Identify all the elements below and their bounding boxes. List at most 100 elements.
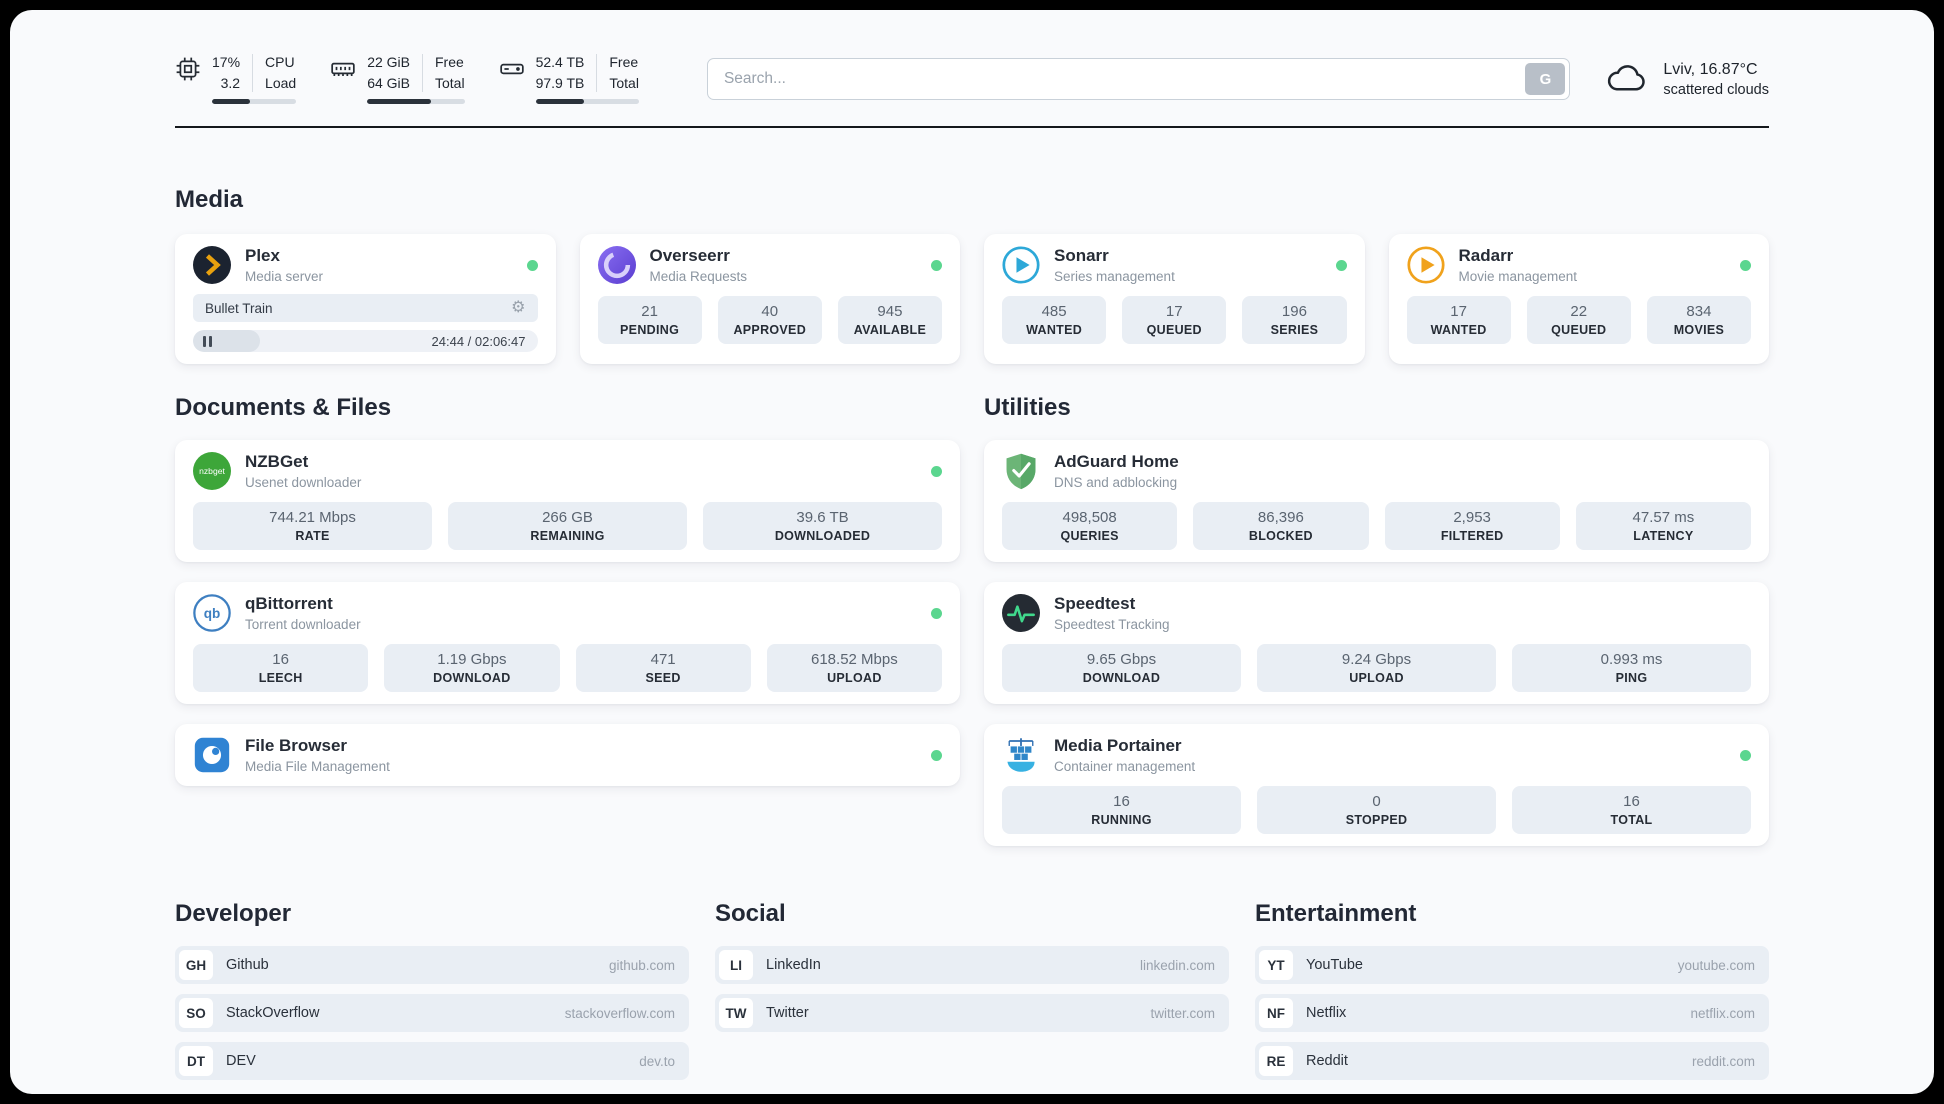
portainer-icon bbox=[1002, 736, 1040, 774]
ram-progress-bar bbox=[367, 99, 465, 104]
status-online-dot bbox=[931, 259, 942, 271]
stat-label: QUERIES bbox=[1060, 529, 1119, 543]
stats-row: 21 PENDING 40 APPROVED 945 AVAILABLE bbox=[597, 296, 943, 344]
stat-box: 834 MOVIES bbox=[1646, 296, 1752, 344]
playback-time: 24:44 / 02:06:47 bbox=[431, 333, 526, 349]
bookmarks-entertainment: Entertainment YT YouTube youtube.com NF … bbox=[1255, 900, 1769, 1090]
stat-label: SERIES bbox=[1270, 323, 1319, 337]
bookmark-github[interactable]: GH Github github.com bbox=[175, 946, 689, 984]
weather-condition: scattered clouds bbox=[1663, 81, 1769, 98]
bookmark-dev[interactable]: DT DEV dev.to bbox=[175, 1042, 689, 1080]
pause-icon[interactable] bbox=[203, 335, 212, 347]
plex-icon bbox=[193, 246, 231, 284]
stat-label: DOWNLOAD bbox=[433, 671, 511, 685]
stat-box: 86,396 BLOCKED bbox=[1193, 502, 1369, 550]
stat-box: 16 TOTAL bbox=[1512, 786, 1751, 834]
bookmark-linkedin[interactable]: LI LinkedIn linkedin.com bbox=[715, 946, 1229, 984]
app-card-portainer[interactable]: Media Portainer Container management 16 … bbox=[984, 724, 1769, 846]
bookmark-abbr: DT bbox=[179, 1046, 213, 1076]
stat-box: 47.57 ms LATENCY bbox=[1575, 502, 1751, 550]
cpu-progress-fill bbox=[212, 99, 250, 104]
app-subtitle: Media Requests bbox=[649, 269, 748, 284]
stats-row: 9.65 Gbps DOWNLOAD 9.24 Gbps UPLOAD 0.99… bbox=[1002, 644, 1751, 692]
bookmark-url: linkedin.com bbox=[1139, 957, 1215, 973]
bookmarks-social: Social LI LinkedIn linkedin.com TW Twitt… bbox=[715, 900, 1229, 1042]
disk-progress-fill bbox=[535, 99, 585, 104]
stat-box: 471 SEED bbox=[575, 644, 751, 692]
stat-box: 40 APPROVED bbox=[717, 296, 822, 344]
stat-box: 618.52 Mbps UPLOAD bbox=[766, 644, 942, 692]
search-engine-button[interactable]: G bbox=[1525, 63, 1566, 95]
bookmark-twitter[interactable]: TW Twitter twitter.com bbox=[715, 994, 1229, 1032]
app-card-qbittorrent[interactable]: qb qBittorrent Torrent downloader 16 bbox=[175, 582, 960, 704]
stat-value: 39.6 TB bbox=[796, 509, 849, 526]
app-card-filebrowser[interactable]: File Browser Media File Management bbox=[175, 724, 960, 786]
stat-label: UPLOAD bbox=[1349, 671, 1404, 685]
stat-value: 0 bbox=[1372, 793, 1381, 810]
stats-row: 17 WANTED 22 QUEUED 834 MOVIES bbox=[1406, 296, 1752, 344]
bookmark-reddit[interactable]: RE Reddit reddit.com bbox=[1255, 1042, 1769, 1080]
stat-box: 17 QUEUED bbox=[1122, 296, 1227, 344]
ram-total-value: 64 GiB bbox=[367, 74, 410, 91]
stat-label: BLOCKED bbox=[1248, 529, 1313, 543]
stat-box: 744.21 Mbps RATE bbox=[193, 502, 432, 550]
bookmark-abbr: TW bbox=[719, 998, 753, 1028]
ram-metric: 22 GiB 64 GiB Free Total bbox=[330, 54, 465, 104]
app-card-overseerr[interactable]: Overseerr Media Requests 21 PENDING 40 A… bbox=[579, 234, 960, 364]
section-title-utilities: Utilities bbox=[984, 394, 1071, 421]
stat-label: APPROVED bbox=[733, 323, 807, 337]
bookmark-netflix[interactable]: NF Netflix netflix.com bbox=[1255, 994, 1769, 1032]
playback-progress-bar[interactable]: 24:44 / 02:06:47 bbox=[193, 330, 538, 352]
stat-label: MOVIES bbox=[1673, 323, 1725, 337]
app-subtitle: Series management bbox=[1054, 269, 1175, 284]
gear-icon[interactable]: ⚙ bbox=[511, 299, 526, 316]
svg-text:nzbget: nzbget bbox=[199, 466, 225, 476]
stats-row: 744.21 Mbps RATE 266 GB REMAINING 39.6 T… bbox=[193, 502, 942, 550]
stat-value: 17 bbox=[1165, 303, 1183, 320]
filebrowser-icon bbox=[193, 736, 231, 774]
cpu-metric: 17% 3.2 CPU Load bbox=[175, 54, 297, 104]
stat-value: 16 bbox=[1113, 793, 1130, 810]
bookmark-url: netflix.com bbox=[1690, 1005, 1755, 1021]
now-playing-title: Bullet Train bbox=[205, 300, 273, 316]
stats-row: 498,508 QUERIES 86,396 BLOCKED 2,953 FIL… bbox=[1002, 502, 1751, 550]
section-title-documents: Documents & Files bbox=[175, 394, 392, 421]
stat-value: 945 bbox=[877, 303, 903, 320]
stat-box: 39.6 TB DOWNLOADED bbox=[703, 502, 942, 550]
status-online-dot bbox=[1335, 259, 1347, 271]
overseerr-icon bbox=[597, 246, 636, 284]
app-card-plex[interactable]: Plex Media server Bullet Train ⚙ 24:44 /… bbox=[175, 234, 556, 364]
stat-label: QUEUED bbox=[1551, 323, 1607, 337]
stat-value: 0.993 ms bbox=[1600, 651, 1663, 668]
app-card-speedtest[interactable]: Speedtest Speedtest Tracking 9.65 Gbps D… bbox=[984, 582, 1769, 704]
bookmark-name: LinkedIn bbox=[766, 957, 821, 973]
app-name: Radarr bbox=[1458, 246, 1514, 265]
stat-box: 498,508 QUERIES bbox=[1002, 502, 1178, 550]
bookmark-stackoverflow[interactable]: SO StackOverflow stackoverflow.com bbox=[175, 994, 689, 1032]
app-name: Overseerr bbox=[649, 246, 730, 265]
bookmark-url: youtube.com bbox=[1677, 957, 1755, 973]
bookmark-youtube[interactable]: YT YouTube youtube.com bbox=[1255, 946, 1769, 984]
disk-total-label: Total bbox=[609, 74, 639, 91]
stat-value: 47.57 ms bbox=[1632, 509, 1695, 526]
cpu-load-label: Load bbox=[265, 74, 297, 91]
disk-free-label: Free bbox=[609, 54, 639, 70]
app-subtitle: Media server bbox=[245, 269, 324, 284]
dashboard-page: 17% 3.2 CPU Load bbox=[10, 10, 1934, 1094]
app-card-adguard[interactable]: AdGuard Home DNS and adblocking 498,508 … bbox=[984, 440, 1769, 562]
app-card-nzbget[interactable]: nzbget NZBGet Usenet downloader 744.21 M… bbox=[175, 440, 960, 562]
ram-progress-fill bbox=[367, 99, 432, 104]
status-online-dot bbox=[526, 259, 538, 271]
disk-free-value: 52.4 TB bbox=[535, 54, 585, 70]
stat-label: PING bbox=[1615, 671, 1648, 685]
app-card-radarr[interactable]: Radarr Movie management 17 WANTED 22 QUE… bbox=[1388, 234, 1769, 364]
search-input[interactable] bbox=[706, 58, 1571, 100]
stat-value: 17 bbox=[1450, 303, 1467, 320]
bookmark-name: Reddit bbox=[1306, 1053, 1348, 1069]
stat-box: 266 GB REMAINING bbox=[448, 502, 687, 550]
section-title-entertainment: Entertainment bbox=[1255, 900, 1417, 927]
stat-value: 86,396 bbox=[1257, 509, 1304, 526]
stat-box: 21 PENDING bbox=[597, 296, 702, 344]
app-card-sonarr[interactable]: Sonarr Series management 485 WANTED 17 Q… bbox=[984, 234, 1365, 364]
stat-value: 40 bbox=[761, 303, 779, 320]
